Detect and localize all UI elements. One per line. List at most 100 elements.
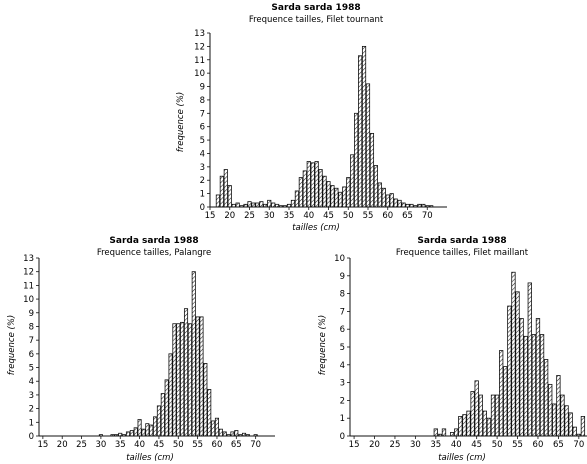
y-tick-label: 9	[29, 309, 34, 319]
x-tick-label: 20	[224, 211, 235, 221]
bar-60	[535, 318, 541, 437]
bar-67	[564, 405, 569, 437]
chart-title: Sarda sarda 1988	[417, 236, 506, 246]
bar-41	[458, 416, 463, 437]
bar-42	[462, 414, 467, 437]
axes-group: 15 20 25 30 35 40 45 50 55 60 65 700123456789101112…	[194, 29, 447, 221]
bar-43	[466, 410, 471, 437]
chart-title: Sarda sarda 1988	[271, 3, 360, 13]
x-tick-label: 40	[303, 211, 314, 221]
x-tick-label: 70	[422, 211, 433, 221]
bar-68	[568, 412, 573, 437]
y-tick-label: 4	[340, 361, 345, 371]
y-tick-label: 2	[200, 176, 205, 186]
chart-subtitle: Frequence tailles, Filet tournant	[249, 15, 384, 25]
x-tick-label: 60	[382, 211, 393, 221]
y-tick-label: 8	[200, 96, 205, 106]
x-tick-label: 45	[154, 440, 165, 450]
x-tick-label: 35	[430, 440, 441, 450]
y-tick-label: 5	[200, 136, 205, 146]
y-tick-label: 6	[29, 350, 34, 360]
x-tick-label: 60	[533, 440, 544, 450]
x-tick-label: 55	[363, 211, 374, 221]
x-axis-label: tailles (cm)	[438, 453, 486, 463]
chart-subtitle: Frequence tailles, Palangre	[97, 248, 211, 258]
y-tick-label: 13	[23, 254, 34, 264]
y-tick-label: 6	[340, 325, 345, 335]
y-axis-label: frequence (%)	[318, 315, 328, 375]
y-tick-label: 7	[340, 307, 345, 317]
chart-subtitle: Frequence tailles, Filet maillant	[396, 248, 529, 258]
bar-59	[531, 334, 537, 437]
x-tick-label: 35	[284, 211, 295, 221]
y-tick-label: 5	[29, 364, 34, 374]
x-axis-label: tailles (cm)	[292, 223, 340, 233]
y-tick-label: 12	[194, 42, 205, 52]
x-tick-label: 65	[553, 440, 564, 450]
bar-65	[556, 375, 561, 437]
x-tick-label: 65	[402, 211, 413, 221]
y-tick-label: 13	[194, 29, 205, 39]
x-tick-label: 15	[205, 211, 216, 221]
y-tick-label: 3	[340, 379, 345, 389]
x-tick-label: 45	[471, 440, 482, 450]
x-tick-label: 15	[349, 440, 360, 450]
bar-61	[539, 334, 545, 437]
y-tick-label: 12	[23, 268, 34, 278]
y-tick-label: 7	[200, 109, 205, 119]
x-tick-label: 65	[231, 440, 242, 450]
y-tick-label: 2	[29, 405, 34, 415]
y-tick-label: 4	[29, 377, 34, 387]
y-tick-label: 0	[29, 432, 34, 442]
x-tick-label: 70	[250, 440, 261, 450]
y-tick-label: 3	[200, 163, 205, 173]
x-tick-label: 25	[76, 440, 87, 450]
y-tick-label: 1	[200, 190, 205, 200]
x-tick-label: 35	[115, 440, 126, 450]
bar-66	[560, 394, 565, 437]
bar-71	[580, 416, 586, 437]
y-tick-label: 1	[29, 418, 34, 428]
bar-53	[507, 305, 512, 437]
x-tick-label: 15	[37, 440, 48, 450]
x-tick-label: 25	[390, 440, 401, 450]
bar-55	[515, 291, 520, 437]
bar-64	[552, 403, 557, 437]
x-tick-label: 30	[264, 211, 275, 221]
axes-group: 15 20 25 30 35 40 45 50 55 60 65 700123456789101112…	[23, 254, 275, 450]
bar-62	[543, 359, 549, 437]
y-tick-label: 0	[340, 432, 345, 442]
bar-47	[482, 410, 487, 437]
bars-group	[433, 271, 586, 437]
bar-69	[572, 426, 577, 437]
y-tick-label: 8	[340, 290, 345, 300]
y-tick-label: 6	[200, 123, 205, 133]
y-tick-label: 2	[340, 396, 345, 406]
y-tick-label: 1	[340, 414, 345, 424]
y-tick-label: 11	[194, 56, 205, 66]
y-tick-label: 10	[194, 69, 205, 79]
x-tick-label: 40	[451, 440, 462, 450]
y-axis-label: frequence (%)	[176, 92, 186, 152]
y-tick-label: 3	[29, 391, 34, 401]
x-tick-label: 40	[134, 440, 145, 450]
y-tick-label: 5	[340, 343, 345, 353]
x-tick-label: 20	[57, 440, 68, 450]
bar-37	[441, 428, 447, 437]
bar-45	[474, 380, 479, 437]
bar-57	[523, 335, 528, 437]
y-tick-label: 10	[334, 254, 345, 264]
bar-35	[433, 428, 438, 437]
x-tick-label: 20	[369, 440, 380, 450]
x-tick-label: 45	[323, 211, 334, 221]
bar-48	[486, 417, 492, 437]
y-tick-label: 4	[200, 149, 205, 159]
x-tick-label: 25	[244, 211, 255, 221]
bar-50	[494, 394, 500, 437]
x-tick-label: 70	[573, 440, 584, 450]
y-tick-label: 10	[23, 295, 34, 305]
